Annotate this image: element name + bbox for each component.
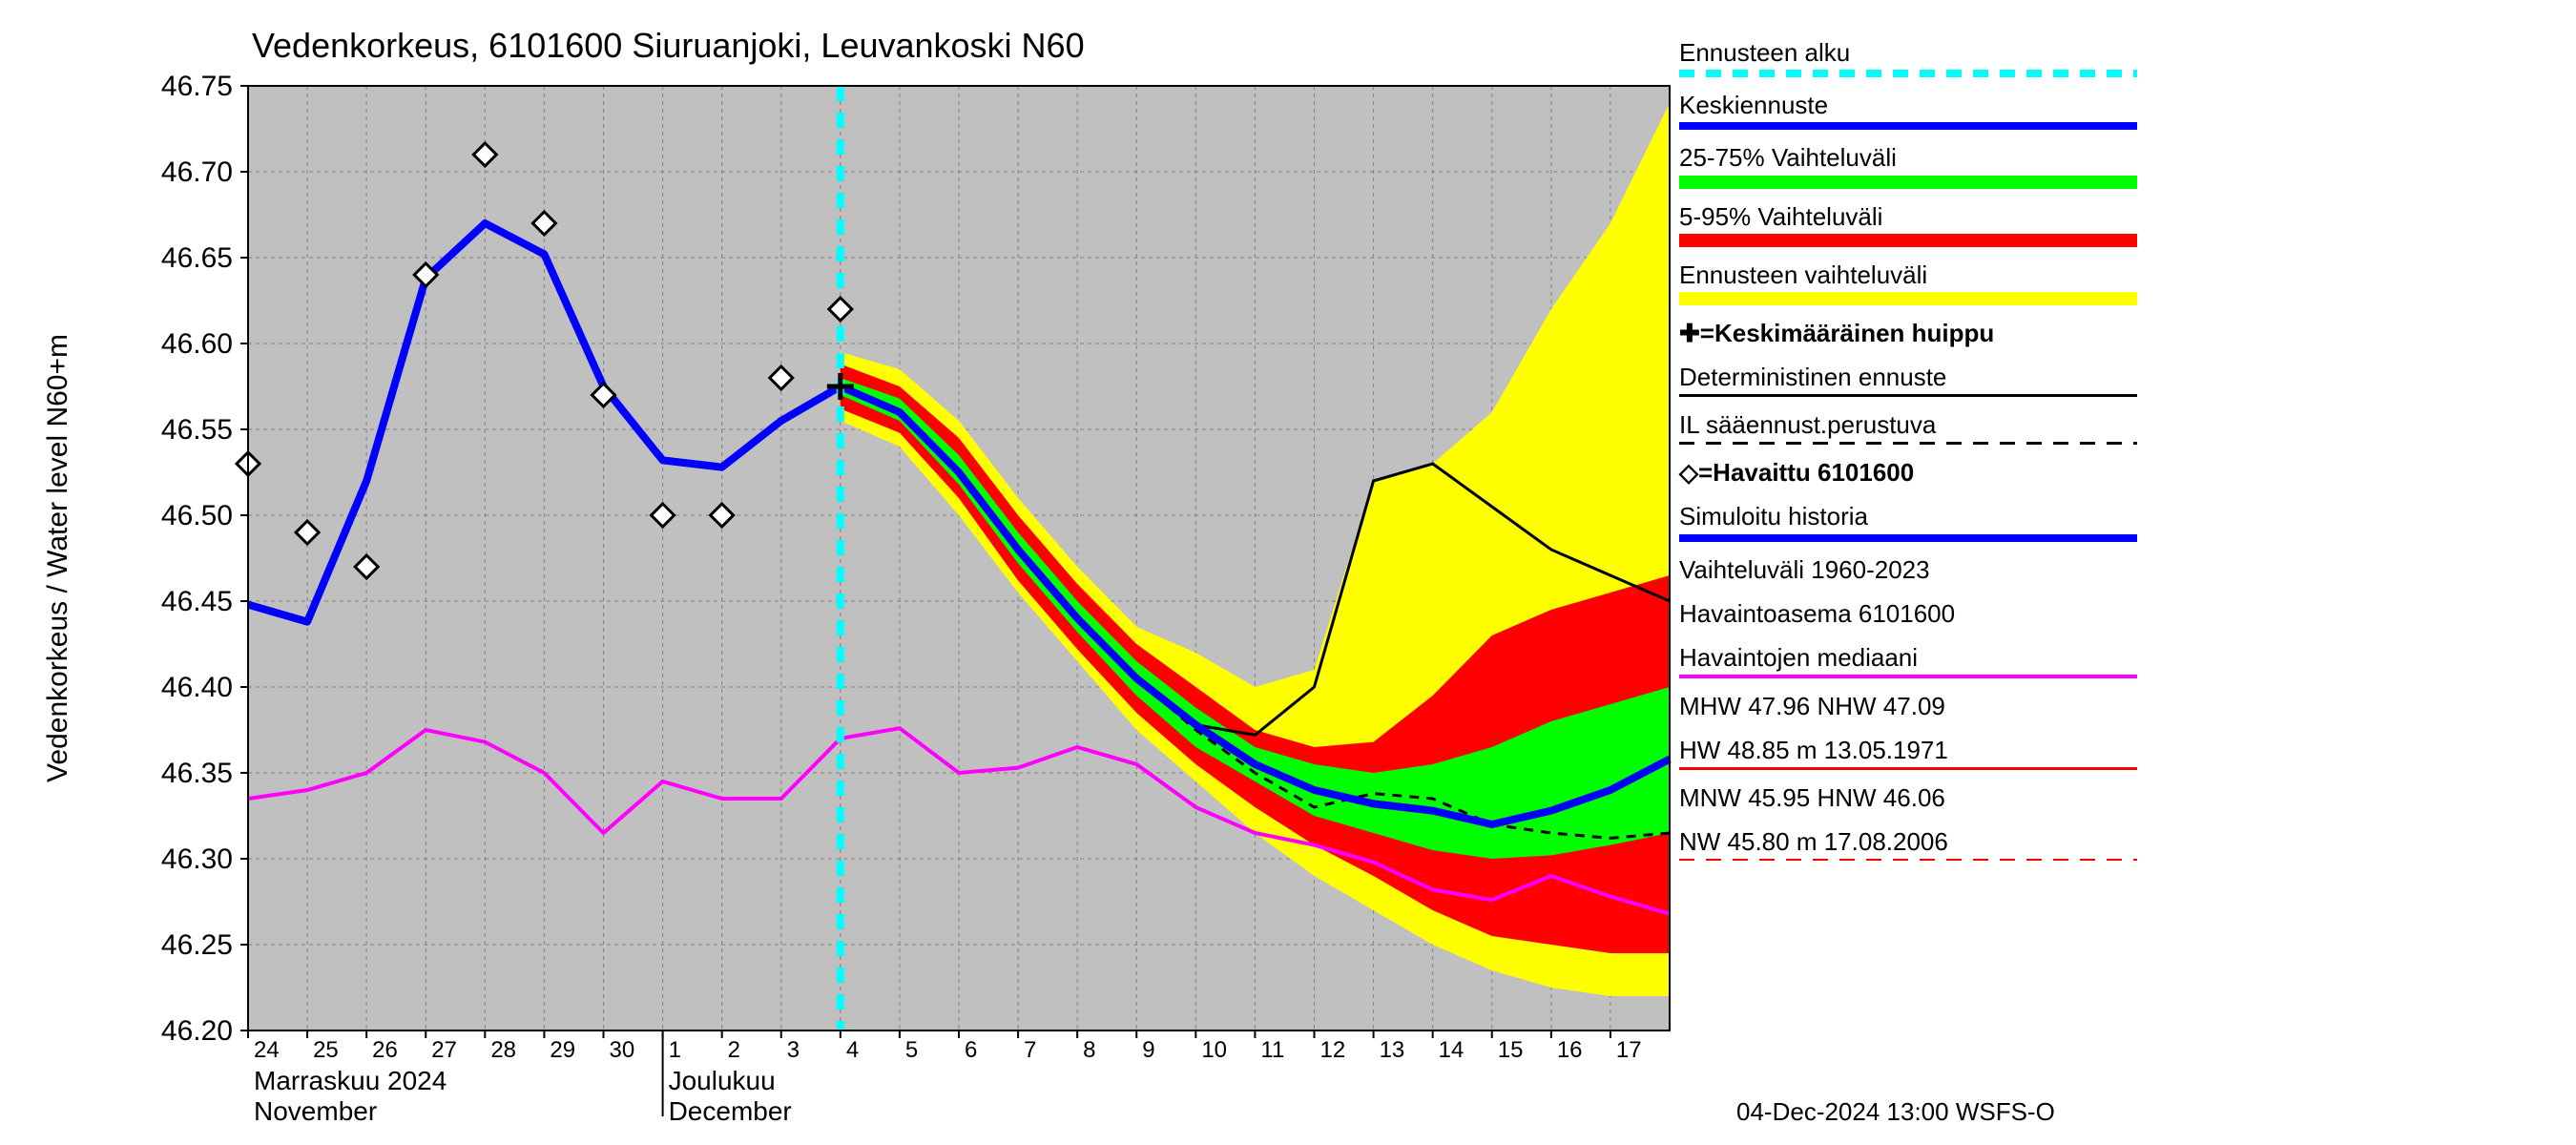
legend-swatch [1679, 234, 2137, 247]
legend-label: Havaintoasema 6101600 [1679, 599, 2137, 629]
legend-label: Ennusteen vaihteluväli [1679, 260, 2137, 290]
legend-label: ◇=Havaittu 6101600 [1679, 458, 2137, 488]
svg-text:8: 8 [1083, 1037, 1095, 1063]
legend-label: Ennusteen alku [1679, 38, 2137, 68]
legend-item-bfull: Ennusteen vaihteluväli [1679, 260, 2137, 305]
legend-label: MNW 45.95 HNW 46.06 [1679, 783, 2137, 813]
svg-text:46.50: 46.50 [161, 500, 233, 531]
svg-text:27: 27 [431, 1037, 457, 1063]
svg-text:Vedenkorkeus, 6101600 Siuruanj: Vedenkorkeus, 6101600 Siuruanjoki, Leuva… [252, 26, 1085, 65]
svg-text:30: 30 [610, 1037, 635, 1063]
svg-text:7: 7 [1024, 1037, 1036, 1063]
svg-text:46.30: 46.30 [161, 843, 233, 875]
svg-text:25: 25 [313, 1037, 339, 1063]
svg-text:46.55: 46.55 [161, 414, 233, 446]
legend-label: NW 45.80 m 17.08.2006 [1679, 827, 2137, 857]
legend-label: Vaihteluväli 1960-2023 [1679, 555, 2137, 585]
legend-item-b2575: 25-75% Vaihteluväli [1679, 143, 2137, 188]
svg-text:17: 17 [1616, 1037, 1642, 1063]
svg-text:28: 28 [490, 1037, 516, 1063]
svg-text:1: 1 [669, 1037, 681, 1063]
svg-text:46.35: 46.35 [161, 758, 233, 789]
svg-text:46.70: 46.70 [161, 156, 233, 188]
svg-text:46.65: 46.65 [161, 242, 233, 274]
legend-item-vaihtelu: Vaihteluväli 1960-2023 [1679, 555, 2137, 586]
svg-text:Joulukuu: Joulukuu [669, 1066, 776, 1095]
svg-text:46.60: 46.60 [161, 328, 233, 360]
legend-label: Keskiennuste [1679, 91, 2137, 120]
legend-swatch [1679, 675, 2137, 678]
legend-label: HW 48.85 m 13.05.1971 [1679, 736, 2137, 765]
svg-text:6: 6 [965, 1037, 977, 1063]
svg-text:12: 12 [1320, 1037, 1346, 1063]
svg-text:14: 14 [1439, 1037, 1465, 1063]
svg-text:Vedenkorkeus / Water level: Vedenkorkeus / Water level N60+m [42, 334, 73, 782]
timestamp-label: 04-Dec-2024 13:00 WSFS-O [1736, 1097, 2055, 1127]
svg-text:10: 10 [1201, 1037, 1227, 1063]
legend-item-keskiennuste: Keskiennuste [1679, 91, 2137, 130]
legend-label: 25-75% Vaihteluväli [1679, 143, 2137, 173]
svg-text:46.75: 46.75 [161, 71, 233, 102]
water-level-chart: 46.20 46.25 46.30 46.35 46.40 46.45 46.50 46.55… [0, 0, 2576, 1145]
svg-text:46.25: 46.25 [161, 929, 233, 961]
svg-text:2: 2 [728, 1037, 740, 1063]
svg-text:24: 24 [254, 1037, 280, 1063]
legend-item-simuloitu: Simuloitu historia [1679, 502, 2137, 541]
svg-text:46.40: 46.40 [161, 672, 233, 703]
svg-text:November: November [254, 1096, 377, 1126]
svg-text:9: 9 [1142, 1037, 1154, 1063]
legend-item-nw: NW 45.80 m 17.08.2006 [1679, 827, 2137, 861]
svg-text:4: 4 [846, 1037, 859, 1063]
legend-item-mhw: MHW 47.96 NHW 47.09 [1679, 692, 2137, 722]
legend-label: Havaintojen mediaani [1679, 643, 2137, 673]
svg-text:13: 13 [1380, 1037, 1405, 1063]
legend-swatch [1679, 442, 2137, 445]
legend-label: MHW 47.96 NHW 47.09 [1679, 692, 2137, 721]
legend-item-meanpeak: ✚=Keskimääräinen huippu [1679, 319, 2137, 349]
legend-label: IL sääennust.perustuva [1679, 410, 2137, 440]
legend-swatch [1679, 70, 2137, 77]
legend-item-hw: HW 48.85 m 13.05.1971 [1679, 736, 2137, 770]
svg-text:26: 26 [372, 1037, 398, 1063]
svg-text:15: 15 [1498, 1037, 1524, 1063]
legend-swatch [1679, 767, 2137, 770]
legend-item-b595: 5-95% Vaihteluväli [1679, 202, 2137, 247]
legend: Ennusteen alku Keskiennuste 25-75% Vaihtel… [1679, 38, 2137, 874]
legend-label: Deterministinen ennuste [1679, 363, 2137, 392]
legend-item-havainto: Havaintoasema 6101600 [1679, 599, 2137, 630]
legend-swatch [1679, 394, 2137, 397]
legend-item-mediaani: Havaintojen mediaani [1679, 643, 2137, 678]
svg-text:5: 5 [905, 1037, 918, 1063]
svg-text:46.45: 46.45 [161, 586, 233, 617]
legend-item-mnw: MNW 45.95 HNW 46.06 [1679, 783, 2137, 814]
svg-text:December: December [669, 1096, 792, 1126]
svg-text:Marraskuu 2024: Marraskuu 2024 [254, 1066, 447, 1095]
legend-item-det: Deterministinen ennuste [1679, 363, 2137, 397]
legend-label: Simuloitu historia [1679, 502, 2137, 531]
svg-text:16: 16 [1557, 1037, 1583, 1063]
legend-swatch [1679, 176, 2137, 189]
svg-text:29: 29 [550, 1037, 575, 1063]
legend-item-ennusteen_alku: Ennusteen alku [1679, 38, 2137, 77]
legend-swatch [1679, 122, 2137, 130]
legend-swatch [1679, 859, 2137, 861]
svg-text:3: 3 [787, 1037, 800, 1063]
legend-swatch [1679, 534, 2137, 542]
legend-swatch [1679, 292, 2137, 305]
legend-label: ✚=Keskimääräinen huippu [1679, 319, 2137, 348]
legend-item-ilsaa: IL sääennust.perustuva [1679, 410, 2137, 445]
legend-item-havaittu: ◇=Havaittu 6101600 [1679, 458, 2137, 489]
legend-label: 5-95% Vaihteluväli [1679, 202, 2137, 232]
svg-text:11: 11 [1260, 1037, 1284, 1063]
svg-text:46.20: 46.20 [161, 1015, 233, 1047]
